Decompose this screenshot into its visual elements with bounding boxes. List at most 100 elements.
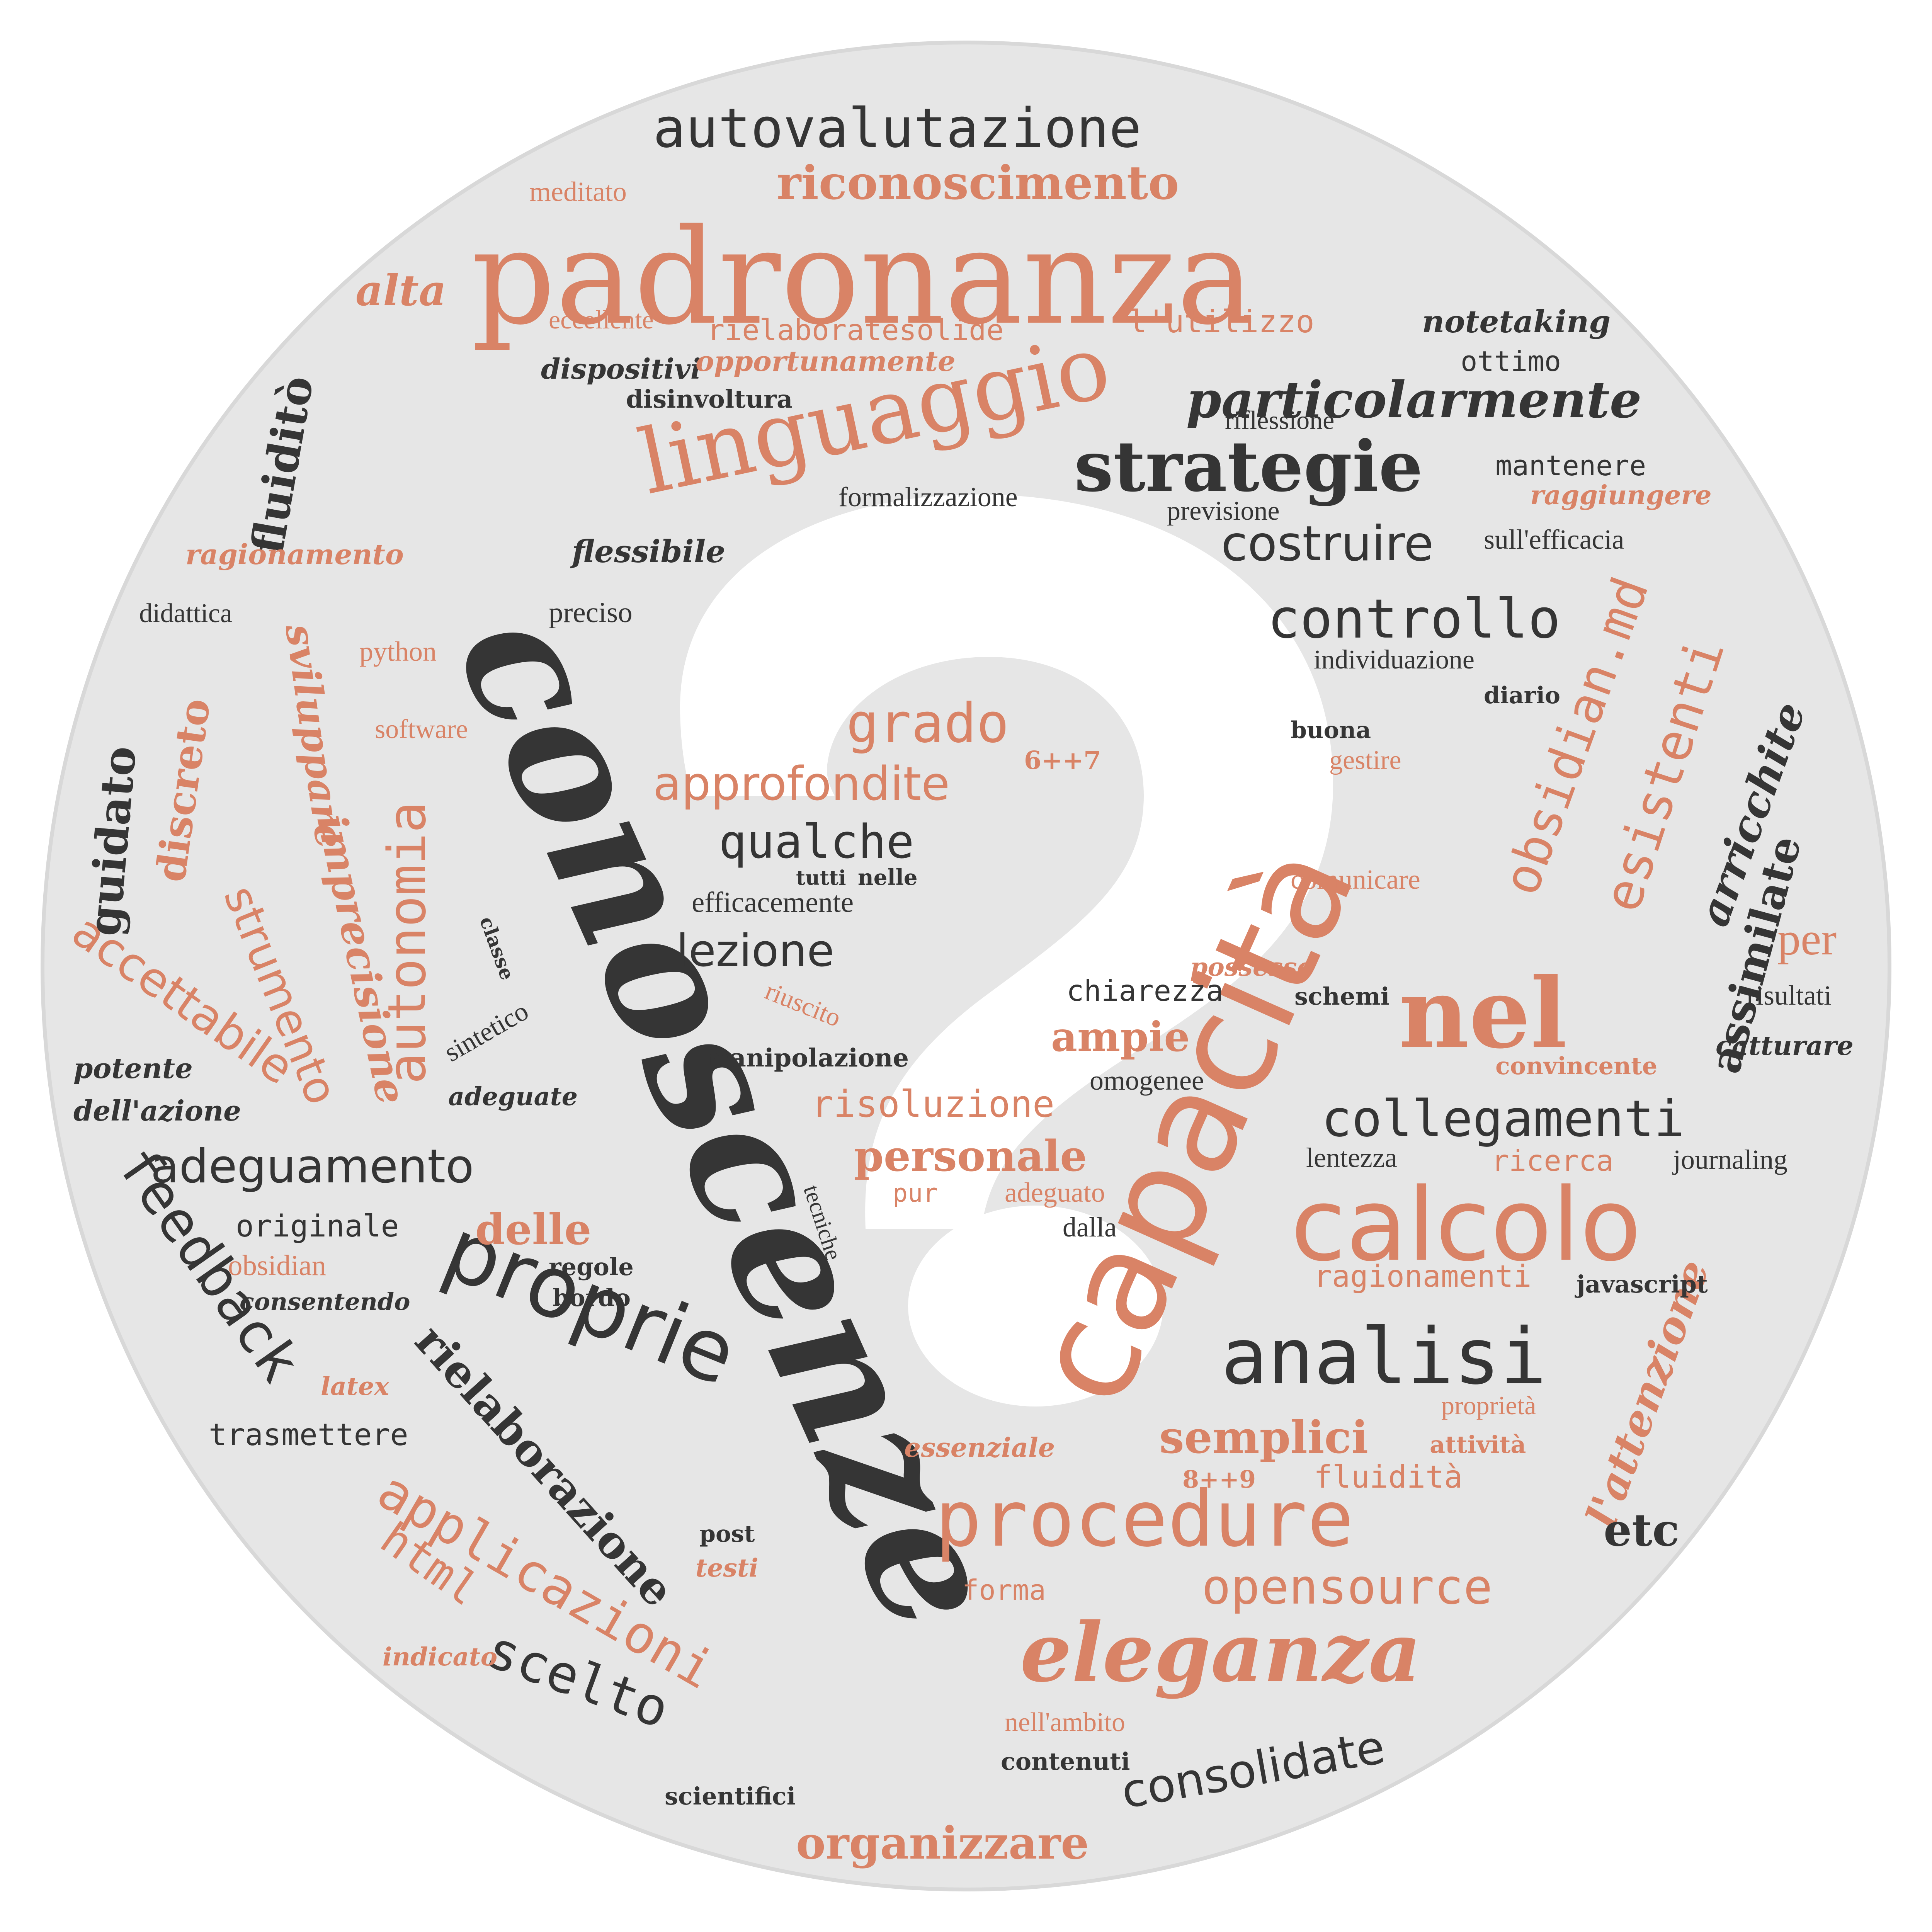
word-personale: personale bbox=[854, 1131, 1087, 1181]
word-ricerca: ricerca bbox=[1492, 1144, 1614, 1178]
word-gestire: gestire bbox=[1329, 745, 1401, 775]
word-notetaking: notetaking bbox=[1422, 303, 1611, 340]
word-ampie: ampie bbox=[1051, 1013, 1190, 1061]
word-latex: latex bbox=[321, 1372, 389, 1401]
word-comunicare: comunicare bbox=[1291, 864, 1420, 895]
word-flessibile: flessibile bbox=[570, 533, 725, 570]
word-controllo: controllo bbox=[1267, 588, 1561, 651]
word-rielaboratesolide: rielaboratesolide bbox=[707, 313, 1004, 347]
word-dell-azione: dell'azione bbox=[73, 1094, 241, 1127]
word-opportunamente: opportunamente bbox=[696, 345, 956, 378]
word-scientifici: scientifici bbox=[665, 1782, 796, 1810]
word-omogenee: omogenee bbox=[1090, 1065, 1204, 1096]
word-riconoscimento: riconoscimento bbox=[777, 156, 1179, 210]
word-ragionamenti: ragionamenti bbox=[1314, 1259, 1532, 1294]
word-manipolazione: manipolazione bbox=[703, 1043, 909, 1073]
word-adeguamento: adeguamento bbox=[151, 1140, 474, 1194]
word-catturare: catturare bbox=[1716, 1031, 1854, 1061]
word-didattica: didattica bbox=[139, 599, 232, 628]
word-organizzare: organizzare bbox=[796, 1817, 1089, 1869]
word-efficacemente: efficacemente bbox=[692, 886, 854, 918]
word-procedure: procedure bbox=[935, 1474, 1354, 1564]
word-mantenere: mantenere bbox=[1495, 449, 1646, 482]
word-alta: alta bbox=[355, 265, 446, 315]
word-eccellente: eccellente bbox=[549, 305, 654, 334]
background-disc bbox=[41, 41, 1891, 1891]
word-approfondite: approfondite bbox=[653, 757, 950, 811]
word-buona: buona bbox=[1291, 717, 1371, 744]
word-nell-ambito: nell'ambito bbox=[1005, 1708, 1125, 1737]
word-dispositivi: dispositivi bbox=[541, 352, 701, 385]
word-originale: originale bbox=[236, 1209, 399, 1244]
word-autovalutazione: autovalutazione bbox=[653, 97, 1141, 160]
word-raggiungere: raggiungere bbox=[1530, 480, 1712, 511]
word-proprieta: proprietà bbox=[1441, 1391, 1536, 1420]
word-eight-nine: 8++9 bbox=[1182, 1465, 1256, 1493]
word-adeguate: adeguate bbox=[448, 1082, 578, 1111]
word-disinvoltura: disinvoltura bbox=[626, 385, 793, 414]
word-pur: pur bbox=[893, 1179, 938, 1208]
word-fluidita: fluidità bbox=[1314, 1459, 1463, 1495]
word-schemi: schemi bbox=[1294, 982, 1389, 1010]
word-ragionamento: ragionamento bbox=[185, 538, 404, 571]
word-costruire: costruire bbox=[1221, 516, 1434, 572]
word-regole: regole bbox=[549, 1253, 634, 1281]
word-chiarezza: chiarezza bbox=[1066, 974, 1223, 1008]
word-consentendo: consentendo bbox=[240, 1287, 410, 1316]
word-dalla: dalla bbox=[1063, 1212, 1117, 1243]
word-l-utilizzo: l'utilizzo bbox=[1128, 304, 1315, 340]
word-preciso: preciso bbox=[549, 597, 633, 629]
word-sull-efficacia: sull'efficacia bbox=[1484, 524, 1624, 555]
word-trasmettere: trasmettere bbox=[209, 1418, 408, 1452]
word-particolarmente: particolarmente bbox=[1186, 370, 1642, 429]
word-javascript: javascript bbox=[1575, 1270, 1708, 1298]
word-indicato: indicato bbox=[383, 1642, 497, 1672]
word-adeguato: adeguato bbox=[1005, 1177, 1105, 1208]
word-formalizzazione: formalizzazione bbox=[838, 481, 1018, 512]
word-grado: grado bbox=[846, 692, 1009, 755]
word-convincente: convincente bbox=[1495, 1052, 1657, 1080]
word-post: post bbox=[699, 1520, 755, 1548]
word-bordo: bordo bbox=[553, 1284, 631, 1312]
word-forma: forma bbox=[962, 1574, 1046, 1606]
word-nel: nel bbox=[1399, 956, 1567, 1070]
word-essenziale: essenziale bbox=[904, 1432, 1055, 1463]
word-strategie: strategie bbox=[1074, 426, 1423, 507]
word-per: per bbox=[1777, 913, 1837, 964]
word-potente: potente bbox=[73, 1052, 193, 1085]
word-autonomia: autonomia bbox=[377, 801, 437, 1084]
word-eleganza: eleganza bbox=[1020, 1605, 1421, 1700]
word-lentezza: lentezza bbox=[1306, 1142, 1397, 1173]
word-semplici: semplici bbox=[1159, 1412, 1368, 1464]
question-mark-icon bbox=[680, 494, 1333, 1406]
word-delle: delle bbox=[475, 1204, 591, 1254]
word-opensource: opensource bbox=[1202, 1559, 1493, 1615]
word-journaling: journaling bbox=[1672, 1144, 1787, 1175]
word-python: python bbox=[359, 636, 437, 667]
word-risoluzione: risoluzione bbox=[811, 1083, 1054, 1126]
word-etc: etc bbox=[1604, 1504, 1679, 1556]
word-possesso: possesso bbox=[1190, 952, 1314, 982]
word-qualche: qualche bbox=[719, 815, 914, 869]
word-individuazione: individuazione bbox=[1314, 645, 1475, 675]
word-analisi: analisi bbox=[1221, 1312, 1547, 1402]
word-testi: testi bbox=[696, 1553, 759, 1583]
word-lezione: lezione bbox=[676, 925, 834, 977]
word-riflessione: riflessione bbox=[1225, 405, 1334, 435]
word-calcolo: calcolo bbox=[1291, 1167, 1641, 1284]
word-nelle: nelle bbox=[858, 865, 918, 890]
word-risultati: risultati bbox=[1747, 980, 1832, 1011]
word-collegamenti: collegamenti bbox=[1321, 1089, 1684, 1148]
word-padronanza: padronanza bbox=[471, 201, 1255, 354]
word-tutti: tutti bbox=[796, 866, 846, 890]
word-attivita: attività bbox=[1430, 1430, 1526, 1459]
word-obsidian: obsidian bbox=[228, 1250, 326, 1282]
word-diario: diario bbox=[1484, 682, 1560, 709]
word-contenuti: contenuti bbox=[1001, 1747, 1130, 1776]
word-previsione: previsione bbox=[1167, 496, 1280, 526]
word-software: software bbox=[375, 714, 468, 744]
word-ottimo: ottimo bbox=[1461, 345, 1561, 378]
word-meditato: meditato bbox=[529, 176, 627, 207]
word-six-seven: 6++7 bbox=[1024, 746, 1101, 775]
